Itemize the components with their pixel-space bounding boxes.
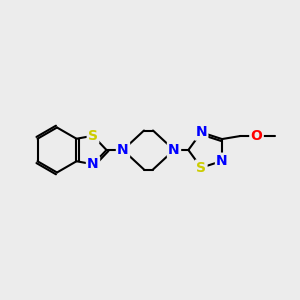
Text: O: O — [250, 129, 262, 143]
Text: N: N — [168, 143, 180, 157]
Text: S: S — [88, 129, 98, 143]
Text: N: N — [87, 157, 99, 171]
Text: N: N — [117, 143, 129, 157]
Text: S: S — [196, 161, 206, 175]
Text: N: N — [216, 154, 228, 168]
Text: N: N — [195, 125, 207, 139]
